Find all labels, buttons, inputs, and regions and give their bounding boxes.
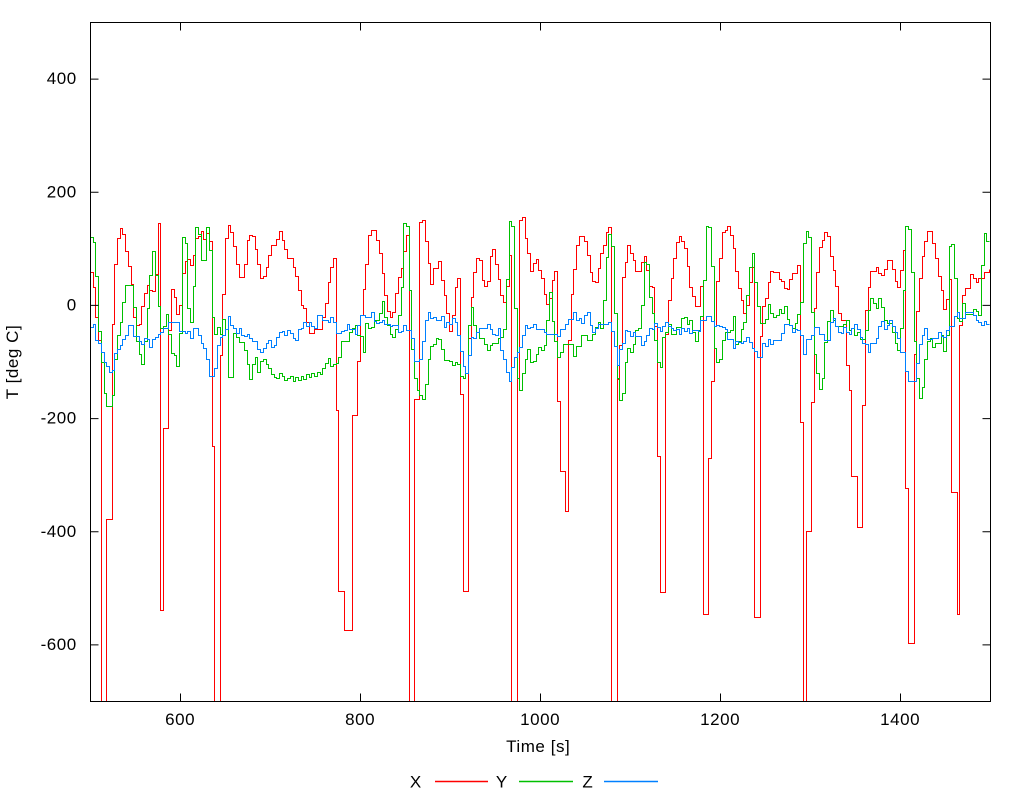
svg-text:Time [s]: Time [s] — [506, 737, 570, 756]
svg-text:400: 400 — [47, 69, 77, 88]
svg-text:X: X — [410, 773, 422, 792]
svg-text:200: 200 — [47, 182, 77, 201]
svg-text:1000: 1000 — [520, 710, 560, 729]
svg-text:0: 0 — [67, 296, 77, 315]
svg-text:1400: 1400 — [880, 710, 920, 729]
svg-text:T [deg C]: T [deg C] — [3, 325, 22, 400]
svg-text:-200: -200 — [41, 409, 77, 428]
svg-text:Y: Y — [496, 773, 508, 792]
svg-text:Z: Z — [582, 773, 593, 792]
svg-text:800: 800 — [345, 710, 375, 729]
svg-text:-600: -600 — [41, 635, 77, 654]
svg-text:1200: 1200 — [700, 710, 740, 729]
svg-text:600: 600 — [165, 710, 195, 729]
svg-text:-400: -400 — [41, 522, 77, 541]
